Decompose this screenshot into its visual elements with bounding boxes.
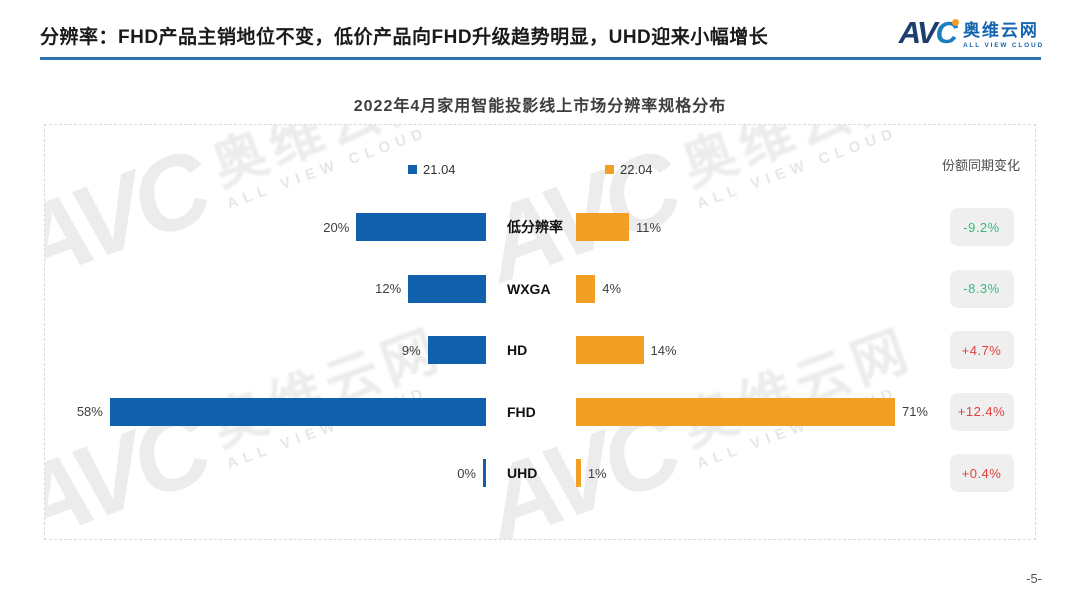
- category-label: 低分辨率: [507, 219, 563, 235]
- row-badge-zone: -9.2%: [928, 208, 1035, 246]
- chart-row: 20% 低分辨率 11% -9.2%: [45, 208, 1035, 246]
- left-value-label: 0%: [457, 465, 476, 481]
- bar-2104: [427, 336, 486, 364]
- change-column-header: 份额同期变化: [941, 158, 1020, 173]
- header-divider: [40, 57, 1041, 60]
- legend-item-2104: 21.04: [408, 162, 456, 177]
- bar-2204: [576, 459, 581, 487]
- right-value-label: 4%: [602, 281, 622, 296]
- left-value-label: 20%: [323, 219, 350, 235]
- watermark-cn: 奥维云网: [204, 124, 451, 198]
- row-badge-zone: -8.3%: [928, 269, 1035, 308]
- bar-2104: [408, 274, 486, 303]
- row-left-zone: 20%: [45, 213, 486, 241]
- left-value-label: 9%: [401, 342, 421, 358]
- watermark-en: ALL VIEW CLOUD: [694, 124, 901, 213]
- row-badge-zone: +12.4%: [928, 392, 1035, 431]
- row-right-zone: 71%: [576, 397, 928, 426]
- change-badge: -8.3%: [949, 269, 1014, 308]
- change-badge: -9.2%: [949, 208, 1014, 246]
- chart-row: 9% HD 14% +4.7%: [45, 331, 1035, 369]
- page-title: 分辨率：FHD产品主销地位不变，低价产品向FHD升级趋势明显，UHD迎来小幅增长: [40, 27, 769, 48]
- chart-row: 58% FHD 71% +12.4%: [45, 392, 1035, 431]
- chart-title: 2022年4月家用智能投影线上市场分辨率规格分布: [353, 98, 727, 115]
- category-label: FHD: [507, 403, 536, 420]
- row-badge-zone: +4.7%: [928, 331, 1035, 369]
- row-left-zone: 9%: [45, 336, 486, 364]
- legend-swatch-orange-icon: [605, 165, 614, 174]
- bar-2204: [576, 213, 630, 241]
- legend-label-2104: 21.04: [423, 162, 456, 177]
- legend-label-2204: 22.04: [620, 162, 653, 177]
- bar-2104: [483, 459, 486, 487]
- logo-letters-av: AV: [898, 15, 938, 50]
- category-label: UHD: [507, 465, 538, 481]
- right-value-label: 71%: [901, 404, 928, 419]
- change-badge: +12.4%: [949, 392, 1014, 431]
- page-number: -5-: [1026, 571, 1042, 586]
- category-label: HD: [507, 342, 528, 358]
- left-value-label: 58%: [76, 404, 103, 419]
- right-value-label: 11%: [636, 219, 662, 235]
- logo-name-en: ALL VIEW CLOUD: [962, 42, 1044, 49]
- right-value-label: 1%: [587, 465, 607, 481]
- avc-logo-abbr: AVC: [898, 15, 959, 50]
- chart-rows: 20% 低分辨率 11% -9.2% 12% WXGA 4% -8.3% 9%: [45, 208, 1035, 521]
- row-right-zone: 11%: [576, 213, 928, 241]
- watermark-cn: 奥维云网: [674, 124, 921, 198]
- chart-row: 0% UHD 1% +0.4%: [45, 454, 1035, 492]
- category-label: WXGA: [507, 280, 551, 297]
- row-badge-zone: +0.4%: [928, 454, 1035, 492]
- change-badge: +4.7%: [949, 331, 1014, 369]
- bar-2204: [576, 336, 644, 364]
- change-badge: +0.4%: [949, 454, 1014, 492]
- row-left-zone: 0%: [45, 459, 486, 487]
- chart-row: 12% WXGA 4% -8.3%: [45, 269, 1035, 308]
- right-value-label: 14%: [650, 342, 677, 358]
- logo-dot-icon: [951, 19, 959, 26]
- logo-name-cn: 奥维云网: [962, 21, 1039, 40]
- bar-2204: [576, 274, 596, 303]
- bar-2104: [356, 213, 486, 241]
- bar-2104: [109, 397, 486, 426]
- chart-panel: AVC 奥维云网 ALL VIEW CLOUD AVC 奥维云网 ALL VIE…: [44, 124, 1036, 540]
- row-left-zone: 12%: [45, 274, 486, 303]
- row-left-zone: 58%: [45, 397, 486, 426]
- row-right-zone: 4%: [576, 274, 928, 303]
- row-right-zone: 14%: [576, 336, 928, 364]
- avc-logo: AVC 奥维云网 ALL VIEW CLOUD: [899, 16, 1044, 49]
- legend-swatch-blue-icon: [408, 165, 417, 174]
- bar-2204: [576, 397, 895, 426]
- left-value-label: 12%: [375, 281, 402, 296]
- row-right-zone: 1%: [576, 459, 928, 487]
- legend-item-2204: 22.04: [605, 162, 653, 177]
